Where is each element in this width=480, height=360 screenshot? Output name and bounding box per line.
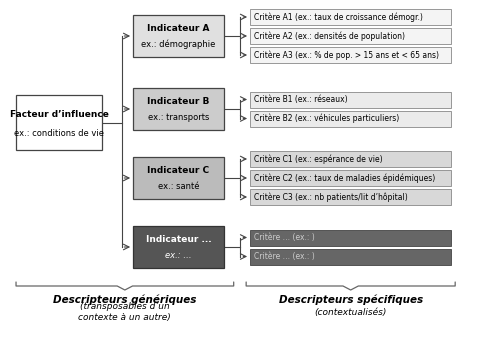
Bar	[16, 95, 102, 150]
Text: Facteur d’influence: Facteur d’influence	[10, 110, 108, 119]
Bar	[250, 28, 451, 44]
Bar	[250, 9, 451, 25]
Text: Critère C3 (ex.: nb patients/lit d’hôpital): Critère C3 (ex.: nb patients/lit d’hôpit…	[254, 192, 408, 202]
Text: ex.: santé: ex.: santé	[158, 182, 199, 191]
Bar	[250, 170, 451, 186]
Text: Indicateur C: Indicateur C	[147, 166, 210, 175]
Text: Indicateur A: Indicateur A	[147, 24, 210, 33]
Text: ex.: transports: ex.: transports	[148, 113, 209, 122]
Text: Descripteurs génériques: Descripteurs génériques	[53, 295, 196, 305]
Text: Descripteurs spécifiques: Descripteurs spécifiques	[278, 295, 423, 305]
Text: Critère A2 (ex.: densités de population): Critère A2 (ex.: densités de population)	[254, 31, 405, 41]
Text: Indicateur ...: Indicateur ...	[146, 235, 211, 244]
Text: ex.: démographie: ex.: démographie	[142, 40, 216, 49]
Bar	[250, 151, 451, 167]
Text: Indicateur B: Indicateur B	[147, 97, 210, 106]
Text: ex.: conditions de vie: ex.: conditions de vie	[14, 129, 104, 138]
Bar	[133, 226, 224, 268]
Bar	[133, 15, 224, 57]
Bar	[133, 157, 224, 199]
Text: Critère A1 (ex.: taux de croissance démogr.): Critère A1 (ex.: taux de croissance démo…	[254, 12, 423, 22]
Text: Critère B1 (ex.: réseaux): Critère B1 (ex.: réseaux)	[254, 95, 348, 104]
Text: Critère … (ex.: ): Critère … (ex.: )	[254, 252, 314, 261]
Text: ex.: …: ex.: …	[165, 251, 192, 260]
Bar	[250, 189, 451, 205]
Bar	[133, 88, 224, 130]
Text: Critère C1 (ex.: espérance de vie): Critère C1 (ex.: espérance de vie)	[254, 154, 383, 164]
Text: Critère B2 (ex.: véhicules particuliers): Critère B2 (ex.: véhicules particuliers)	[254, 114, 399, 123]
Text: Critère C2 (ex.: taux de maladies épidémiques): Critère C2 (ex.: taux de maladies épidém…	[254, 173, 435, 183]
Bar	[250, 47, 451, 63]
Text: Critère … (ex.: ): Critère … (ex.: )	[254, 233, 314, 242]
Bar	[250, 111, 451, 126]
Text: Critère A3 (ex.: % de pop. > 15 ans et < 65 ans): Critère A3 (ex.: % de pop. > 15 ans et <…	[254, 50, 439, 60]
Bar	[250, 91, 451, 108]
Text: (contextualisés): (contextualisés)	[314, 307, 387, 316]
Text: (transposables d’un
contexte à un autre): (transposables d’un contexte à un autre)	[79, 302, 171, 322]
Bar	[250, 230, 451, 246]
Bar	[250, 248, 451, 265]
